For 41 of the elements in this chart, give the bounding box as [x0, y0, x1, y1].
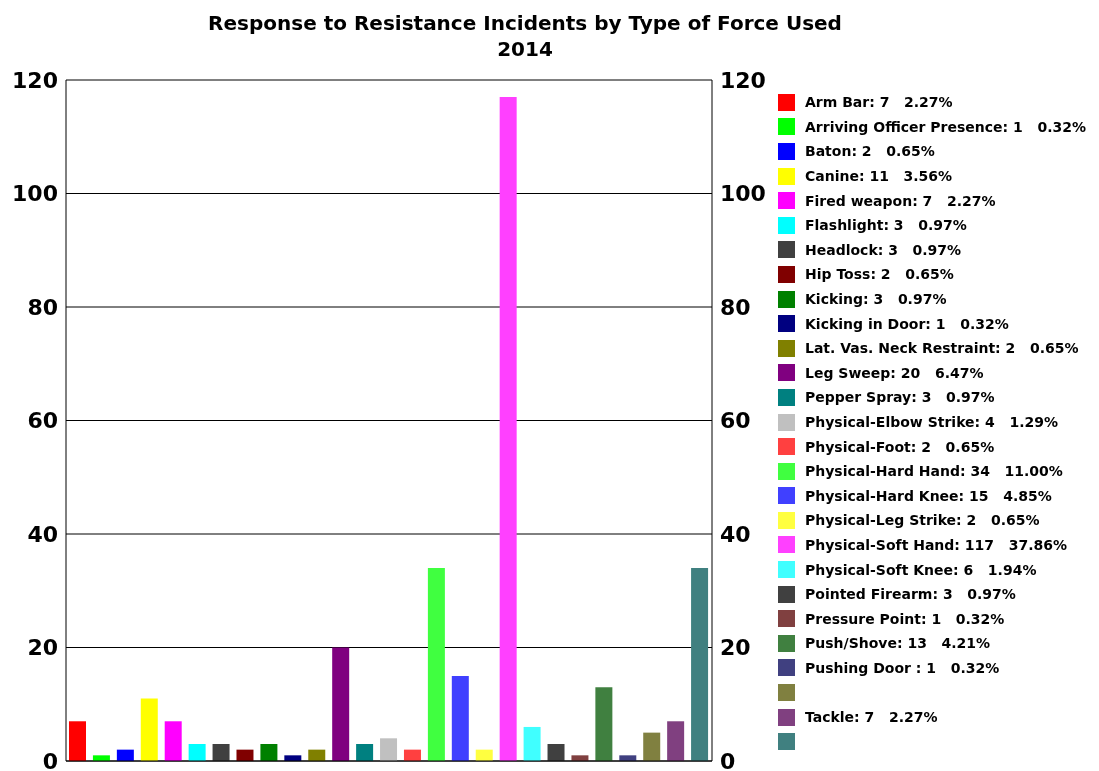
- legend-label: Physical-Hard Hand: 34 11.00%: [805, 463, 1063, 480]
- legend-label: Hip Toss: 2 0.65%: [805, 266, 954, 283]
- y-tick-label: 60: [27, 408, 58, 434]
- legend-label: Pointed Firearm: 3 0.97%: [805, 586, 1016, 603]
- y2-tick-label: 80: [720, 294, 751, 320]
- legend-label: Kicking in Door: 1 0.32%: [805, 315, 1009, 332]
- legend-label: Arm Bar: 7 2.27%: [805, 94, 953, 111]
- legend-label: Fired weapon: 7 2.27%: [805, 192, 996, 209]
- chart-title: Response to Resistance Incidents by Type of Force Used: [207, 10, 843, 36]
- legend-label: Pressure Point: 1 0.32%: [805, 610, 1005, 627]
- legend-label: Lat. Vas. Neck Restraint: 2 0.65%: [805, 340, 1079, 357]
- y-tick-label: 40: [27, 521, 58, 547]
- legend-label: Pepper Spray: 3 0.97%: [805, 389, 995, 406]
- legend-label: Tackle: 7 2.27%: [805, 709, 938, 726]
- legend-label: Flashlight: 3 0.97%: [805, 217, 967, 234]
- legend-label: Headlock: 3 0.97%: [805, 241, 962, 258]
- legend-label: Physical-Foot: 2 0.65%: [805, 438, 995, 455]
- legend-label: Physical-Soft Hand: 117 37.86%: [805, 536, 1067, 553]
- y2-tick-label: 40: [720, 521, 751, 547]
- legend-label: Physical-Hard Knee: 15 4.85%: [805, 487, 1052, 504]
- y-tick-label: 100: [12, 181, 58, 207]
- y-tick-label: 0: [42, 748, 58, 771]
- legend-label: Physical-Elbow Strike: 4 1.29%: [805, 414, 1058, 431]
- legend-label: Physical-Leg Strike: 2 0.65%: [805, 512, 1040, 529]
- legend-label: Arriving Officer Presence: 1 0.32%: [805, 118, 1086, 135]
- y2-tick-label: 20: [720, 635, 751, 661]
- y-tick-label: 80: [27, 294, 58, 320]
- legend-label: Push/Shove: 13 4.21%: [805, 635, 991, 652]
- y2-tick-label: 60: [720, 408, 751, 434]
- legend-label: Pushing Door : 1 0.32%: [805, 659, 1000, 676]
- chart-subtitle: 2014: [496, 36, 554, 62]
- legend-label: Canine: 11 3.56%: [805, 168, 953, 185]
- y2-tick-label: 120: [720, 67, 766, 93]
- legend-label: Kicking: 3 0.97%: [805, 291, 947, 308]
- legend-label: Baton: 2 0.65%: [805, 143, 935, 160]
- legend-label: Leg Sweep: 20 6.47%: [805, 364, 984, 381]
- y2-tick-label: 0: [720, 748, 736, 771]
- y-tick-label: 20: [27, 635, 58, 661]
- y2-tick-label: 100: [720, 181, 766, 207]
- y-tick-label: 120: [12, 67, 58, 93]
- legend-label: Physical-Soft Knee: 6 1.94%: [805, 561, 1037, 578]
